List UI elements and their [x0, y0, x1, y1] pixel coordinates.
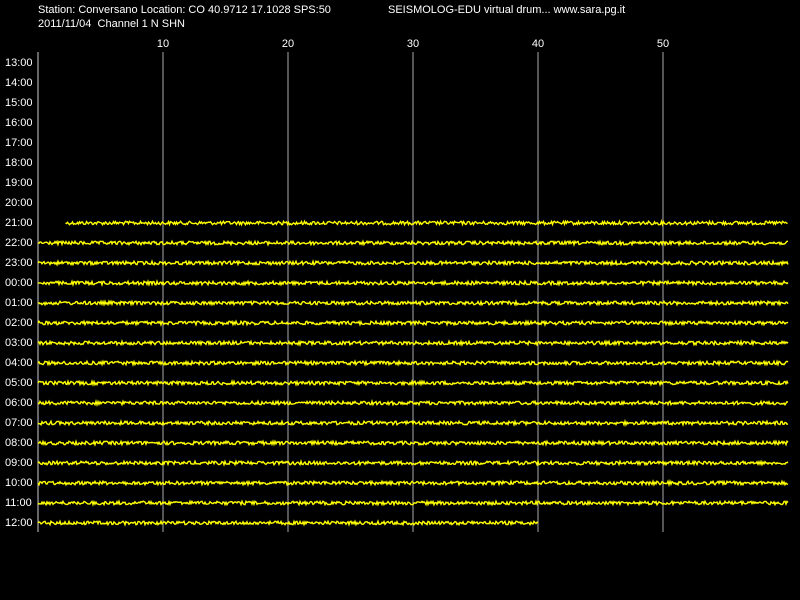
seismic-trace: [37, 319, 789, 327]
seismic-trace: [37, 479, 789, 488]
seismic-trace: [37, 499, 789, 507]
row-label: 20:00: [5, 197, 33, 209]
station-info: Station: Conversano Location: CO 40.9712…: [38, 4, 331, 16]
channel-info: 2011/11/04 Channel 1 N SHN: [38, 18, 185, 30]
x-tick-label: 30: [407, 38, 419, 50]
row-label: 06:00: [5, 397, 33, 409]
row-label: 01:00: [5, 297, 33, 309]
seismic-trace: [38, 439, 789, 447]
row-label: 17:00: [5, 137, 33, 149]
seismic-trace: [37, 279, 789, 288]
seismic-trace: [37, 298, 789, 307]
row-label: 05:00: [5, 377, 33, 389]
seismic-trace: [37, 259, 789, 267]
row-label: 07:00: [5, 417, 33, 429]
seismic-trace: [37, 399, 789, 408]
row-label: 21:00: [5, 217, 33, 229]
seismic-trace: [37, 338, 789, 348]
seismic-trace: [65, 218, 788, 227]
row-label: 13:00: [5, 57, 33, 69]
row-label: 02:00: [5, 317, 33, 329]
row-label: 22:00: [5, 237, 33, 249]
row-label: 00:00: [5, 277, 33, 289]
x-tick-label: 40: [532, 38, 544, 50]
row-label: 14:00: [5, 77, 33, 89]
row-label: 08:00: [5, 437, 33, 449]
seismic-trace: [37, 379, 789, 387]
row-label: 18:00: [5, 157, 33, 169]
row-label: 16:00: [5, 117, 33, 129]
row-label: 19:00: [5, 177, 33, 189]
seismic-trace: [37, 359, 789, 367]
row-label: 15:00: [5, 97, 33, 109]
row-label: 10:00: [5, 477, 33, 489]
program-info: SEISMOLOG-EDU virtual drum... www.sara.p…: [388, 4, 625, 16]
x-tick-label: 20: [282, 38, 294, 50]
seismic-trace: [37, 239, 788, 247]
x-tick-label: 50: [657, 38, 669, 50]
row-label: 11:00: [5, 497, 32, 509]
seismic-trace: [37, 519, 539, 527]
seismic-trace: [37, 458, 789, 467]
x-tick-label: 10: [157, 38, 169, 50]
row-label: 12:00: [5, 517, 33, 529]
row-label: 03:00: [5, 337, 33, 349]
row-label: 04:00: [5, 357, 33, 369]
row-label: 23:00: [5, 257, 33, 269]
seismic-trace: [37, 418, 789, 427]
row-label: 09:00: [5, 457, 33, 469]
